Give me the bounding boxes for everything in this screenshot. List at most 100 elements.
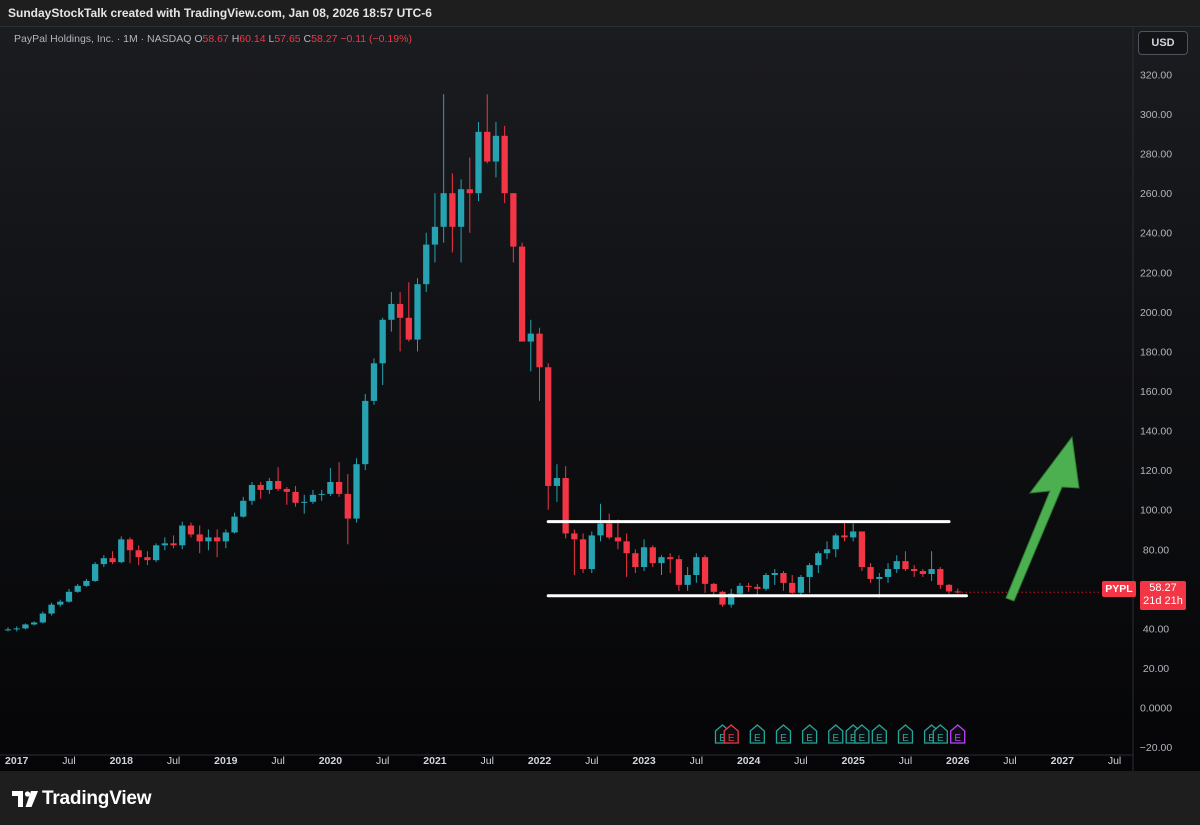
x-tick-label: 2018 xyxy=(110,755,134,767)
candle-body xyxy=(684,574,691,585)
currency-button[interactable]: USD xyxy=(1138,31,1188,55)
earnings-marker-label: E xyxy=(850,733,857,744)
earnings-marker-label: E xyxy=(859,733,866,744)
chart-area[interactable]: −20.000.000020.0040.0060.0080.00100.0012… xyxy=(0,26,1200,772)
candle-body xyxy=(179,525,186,546)
candle-body xyxy=(867,567,874,579)
earnings-marker[interactable]: E xyxy=(749,724,765,744)
earnings-marker[interactable]: E xyxy=(801,724,818,744)
candle-body xyxy=(536,333,543,368)
candle-body xyxy=(388,303,395,320)
candle-body xyxy=(309,494,317,502)
candle-body xyxy=(222,532,229,542)
x-tick-label: 2023 xyxy=(632,755,656,767)
candle-body xyxy=(492,135,500,162)
candle-body xyxy=(100,558,107,565)
symbol-legend: PayPal Holdings, Inc. · 1M · NASDAQ O58.… xyxy=(14,33,412,45)
x-tick-label: Jul xyxy=(1108,755,1121,767)
candle-body xyxy=(919,571,927,574)
candle-body xyxy=(449,193,456,227)
tradingview-logo[interactable]: TradingView xyxy=(12,788,152,810)
candle-body xyxy=(39,613,46,623)
high-label: H xyxy=(231,33,240,45)
candle-body xyxy=(911,569,918,572)
y-tick-label: 320.00 xyxy=(1140,69,1172,81)
y-tick-label: 80.00 xyxy=(1143,544,1169,556)
candle-body xyxy=(675,559,683,585)
candle-body xyxy=(606,523,613,538)
x-tick-label: 2021 xyxy=(423,755,447,767)
attribution-bar: SundayStockTalk created with TradingView… xyxy=(0,0,1200,26)
x-tick-label: Jul xyxy=(167,755,180,767)
earnings-marker[interactable]: E xyxy=(723,724,739,744)
earnings-marker[interactable]: E xyxy=(950,724,966,744)
earnings-marker-label: E xyxy=(937,733,944,744)
tradingview-brand: TradingView xyxy=(42,788,152,809)
candle-body xyxy=(335,482,343,494)
candle-body xyxy=(815,553,822,566)
candle-body xyxy=(588,535,595,570)
candle-body xyxy=(736,585,744,594)
candle-body xyxy=(937,569,944,585)
candle-body xyxy=(841,535,848,538)
x-tick-label: Jul xyxy=(271,755,284,767)
earnings-marker[interactable]: E xyxy=(932,724,948,744)
candle-body xyxy=(518,246,526,342)
candle-body xyxy=(423,244,430,285)
low-label: L xyxy=(268,33,275,45)
earnings-marker-label: E xyxy=(806,733,813,744)
candle-body xyxy=(48,604,55,614)
last-price-value: 58.27 xyxy=(1149,582,1177,594)
earnings-marker[interactable]: E xyxy=(854,724,870,744)
candle-body xyxy=(457,189,465,227)
candle-body xyxy=(91,564,99,581)
candle-body xyxy=(31,622,38,625)
candle-body xyxy=(614,537,622,542)
x-tick-label: Jul xyxy=(690,755,703,767)
y-tick-label: 160.00 xyxy=(1140,386,1172,398)
candle-body xyxy=(562,478,569,534)
y-tick-label: 180.00 xyxy=(1140,346,1172,358)
earnings-marker-label: E xyxy=(728,733,735,744)
earnings-marker[interactable]: E xyxy=(828,724,844,744)
price-chart[interactable]: −20.000.000020.0040.0060.0080.00100.0012… xyxy=(0,27,1200,772)
candle-body xyxy=(719,591,726,605)
candle-body xyxy=(205,537,212,542)
x-tick-label: 2022 xyxy=(528,755,552,767)
candle-body xyxy=(823,549,831,554)
earnings-marker[interactable]: E xyxy=(897,724,914,744)
candle-body xyxy=(118,539,125,563)
earnings-marker-label: E xyxy=(780,733,787,744)
candle-body xyxy=(667,557,674,560)
x-tick-label: Jul xyxy=(1003,755,1016,767)
candle-body xyxy=(850,531,857,538)
high-value: 60.14 xyxy=(239,33,266,45)
x-tick-label: Jul xyxy=(899,755,912,767)
candle-body xyxy=(545,367,552,486)
symbol-info: PayPal Holdings, Inc. · 1M · NASDAQ xyxy=(14,33,192,45)
candle-body xyxy=(658,557,665,564)
candle-body xyxy=(693,557,700,575)
candle-body xyxy=(579,539,587,570)
x-tick-label: 2020 xyxy=(319,755,343,767)
x-tick-label: 2025 xyxy=(841,755,865,767)
candle-body xyxy=(954,591,961,593)
candle-body xyxy=(649,547,656,564)
candle-body xyxy=(126,539,134,551)
candle-body xyxy=(728,593,735,605)
open-value: 58.67 xyxy=(202,33,229,45)
candle-body xyxy=(797,576,805,593)
candle-body xyxy=(170,543,177,546)
candle-body xyxy=(83,580,90,586)
x-tick-label: 2027 xyxy=(1051,755,1075,767)
candle-body xyxy=(344,493,351,519)
earnings-marker[interactable]: E xyxy=(871,724,887,744)
x-tick-label: Jul xyxy=(794,755,807,767)
candle-body xyxy=(510,193,517,247)
candle-body xyxy=(858,531,866,568)
candle-body xyxy=(379,319,386,364)
earnings-marker[interactable]: E xyxy=(775,724,792,744)
y-tick-label: 300.00 xyxy=(1140,109,1172,121)
candle-body xyxy=(22,624,29,629)
candle-body xyxy=(144,557,151,561)
